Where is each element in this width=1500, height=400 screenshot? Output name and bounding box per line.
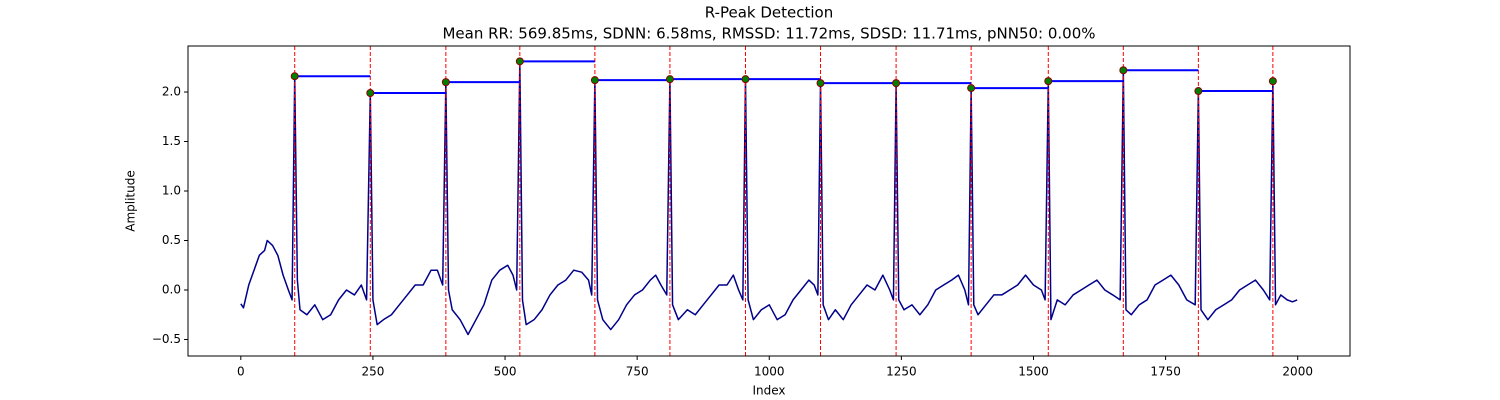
x-tick-label: 1250	[886, 365, 917, 379]
y-tick-label: −0.5	[152, 332, 181, 346]
plot-frame	[187, 45, 1351, 357]
r-peak-point	[441, 78, 450, 87]
y-tick-label: 2.0	[162, 85, 181, 99]
r-peak-point	[290, 72, 299, 81]
r-peak-point	[816, 79, 825, 88]
x-axis-label: Index	[752, 384, 785, 398]
r-peak-point	[967, 84, 976, 93]
y-tick-label: 1.0	[162, 184, 181, 198]
chart-title: R-Peak Detection	[705, 4, 833, 22]
r-peak-point	[892, 79, 901, 88]
y-axis-label: Amplitude	[124, 170, 138, 232]
r-peak-point	[515, 57, 524, 66]
signal-line	[240, 60, 1298, 336]
x-tick-label: 750	[626, 365, 649, 379]
x-tick-label: 1000	[754, 365, 785, 379]
x-tick-label: 500	[494, 365, 517, 379]
r-peak-point	[590, 76, 599, 85]
r-peak-point	[366, 89, 375, 98]
r-peak-point	[1119, 66, 1128, 75]
chart-subtitle: Mean RR: 569.85ms, SDNN: 6.58ms, RMSSD: …	[442, 25, 1095, 43]
y-tick-label: 0.0	[162, 282, 181, 296]
y-tick-label: 1.5	[162, 134, 181, 148]
x-tick-label: 250	[361, 365, 384, 379]
r-peak-point	[1044, 77, 1053, 86]
r-peak-point	[741, 75, 750, 84]
x-tick-label: 2000	[1282, 365, 1313, 379]
r-peak-point	[665, 75, 674, 84]
r-peak-point	[1194, 87, 1203, 96]
x-tick-label: 0	[237, 365, 245, 379]
y-tick-label: 0.5	[162, 233, 181, 247]
r-peak-point	[1268, 77, 1277, 86]
x-tick-label: 1500	[1018, 365, 1049, 379]
x-tick-label: 1750	[1150, 365, 1181, 379]
